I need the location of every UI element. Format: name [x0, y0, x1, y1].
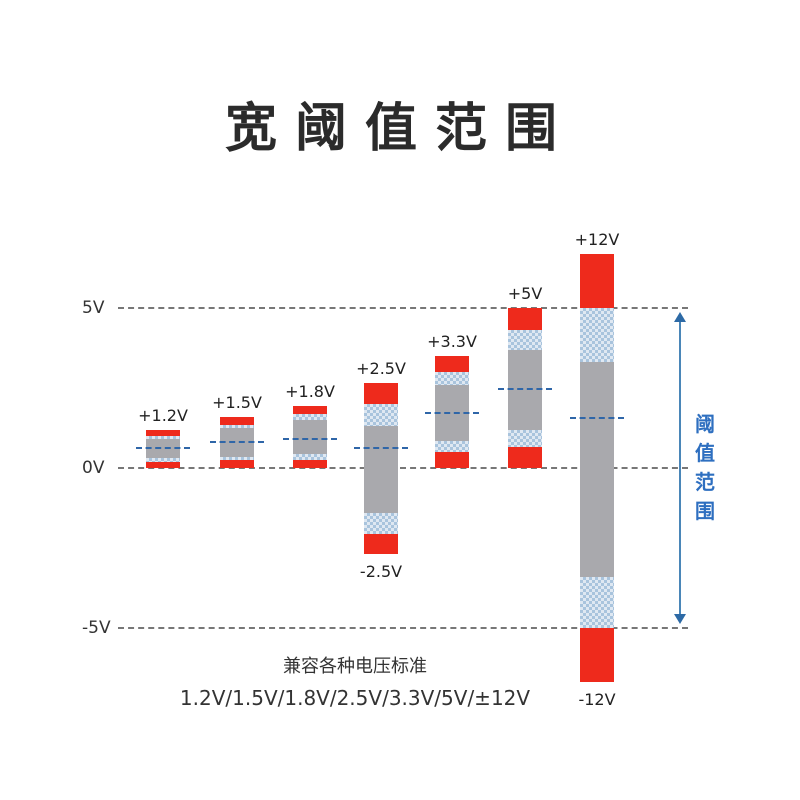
gridline-0v: [118, 467, 688, 469]
transition-zone-segment: [364, 512, 398, 534]
range-arrow-line: [679, 318, 681, 618]
transition-zone-segment: [146, 458, 180, 462]
logic-level-segment: [580, 627, 614, 683]
logic-level-segment: [435, 452, 469, 468]
voltage-bar: [364, 383, 398, 555]
transition-zone-segment: [435, 372, 469, 385]
bar-label-top: +5V: [507, 284, 543, 303]
transition-zone-segment: [508, 429, 542, 448]
transition-zone-segment: [293, 413, 327, 420]
undefined-zone-segment: [293, 419, 327, 454]
logic-level-segment: [146, 429, 180, 436]
transition-zone-segment: [220, 424, 254, 428]
axis-label-5v: 5V: [82, 298, 105, 318]
transition-zone-segment: [146, 435, 180, 440]
page-title: 宽阈值范围: [224, 99, 575, 159]
logic-level-segment: [293, 405, 327, 414]
transition-zone-segment: [435, 440, 469, 452]
bar-label-top: +12V: [574, 229, 620, 249]
bar-label-bottom: -12V: [578, 690, 616, 710]
voltage-bar: [580, 253, 614, 683]
bar-label-bottom: -2.5V: [359, 562, 403, 582]
bar-label-top: +1.5V: [212, 392, 262, 412]
arrow-up-icon: [674, 312, 686, 322]
bar-label-top: +1.2V: [138, 405, 188, 425]
transition-zone-segment: [220, 456, 254, 460]
caption-title: 兼容各种电压标准: [283, 656, 427, 677]
threshold-line: [210, 440, 264, 443]
undefined-zone-segment: [580, 362, 614, 577]
threshold-line: [425, 412, 479, 414]
logic-level-segment: [220, 416, 254, 425]
range-label: 阈值范围: [695, 412, 715, 523]
logic-level-segment: [364, 383, 398, 404]
caption-standards: 1.2V/1.5V/1.8V/2.5V/3.3V/5V/±12V: [179, 686, 531, 710]
axis-label-neg5v: -5V: [82, 618, 111, 638]
voltage-bar: [293, 405, 327, 468]
logic-level-segment: [580, 253, 614, 308]
transition-zone-segment: [364, 403, 398, 427]
transition-zone-segment: [508, 330, 542, 350]
undefined-zone-segment: [364, 426, 398, 513]
logic-level-segment: [508, 447, 542, 468]
transition-zone-segment: [580, 307, 614, 363]
threshold-line: [283, 437, 337, 440]
threshold-line: [498, 388, 552, 390]
gridline-neg5v: [118, 627, 688, 629]
logic-level-segment: [364, 533, 398, 555]
threshold-line: [570, 416, 624, 419]
threshold-line: [136, 447, 190, 450]
arrow-down-icon: [674, 614, 686, 624]
logic-level-segment: [508, 308, 542, 331]
voltage-bar: [146, 429, 180, 468]
axis-label-0v: 0V: [82, 458, 105, 478]
transition-zone-segment: [580, 576, 614, 628]
bar-label-top: +3.3V: [427, 332, 477, 351]
transition-zone-segment: [293, 453, 327, 460]
bar-label-top: +1.8V: [285, 381, 335, 401]
logic-level-segment: [220, 459, 254, 468]
gridline-5v: [118, 307, 688, 309]
logic-level-segment: [293, 459, 327, 468]
bar-label-top: +2.5V: [356, 359, 406, 379]
logic-level-segment: [146, 461, 180, 468]
threshold-line: [354, 447, 408, 450]
logic-level-segment: [435, 356, 469, 372]
